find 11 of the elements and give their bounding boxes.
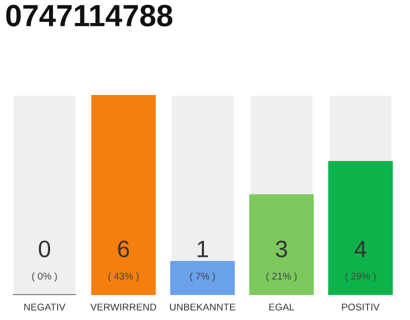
data-label: 1 ( 7% ) (190, 240, 215, 282)
x-tick-label: NEGATIV (24, 304, 66, 310)
data-label: 6 ( 43% ) (108, 240, 139, 282)
x-tick-label: VERWIRREND (90, 304, 156, 310)
data-label: 3 ( 21% ) (266, 240, 297, 282)
x-tick-label: UNBEKANNTE (170, 304, 236, 310)
chart-title: 0747114788 (6, 4, 172, 26)
data-label: 0 ( 0% ) (32, 240, 57, 282)
x-tick-label: EGAL (269, 304, 294, 310)
x-tick-label: POSITIV (342, 304, 380, 310)
data-label: 4 ( 29% ) (345, 240, 376, 282)
